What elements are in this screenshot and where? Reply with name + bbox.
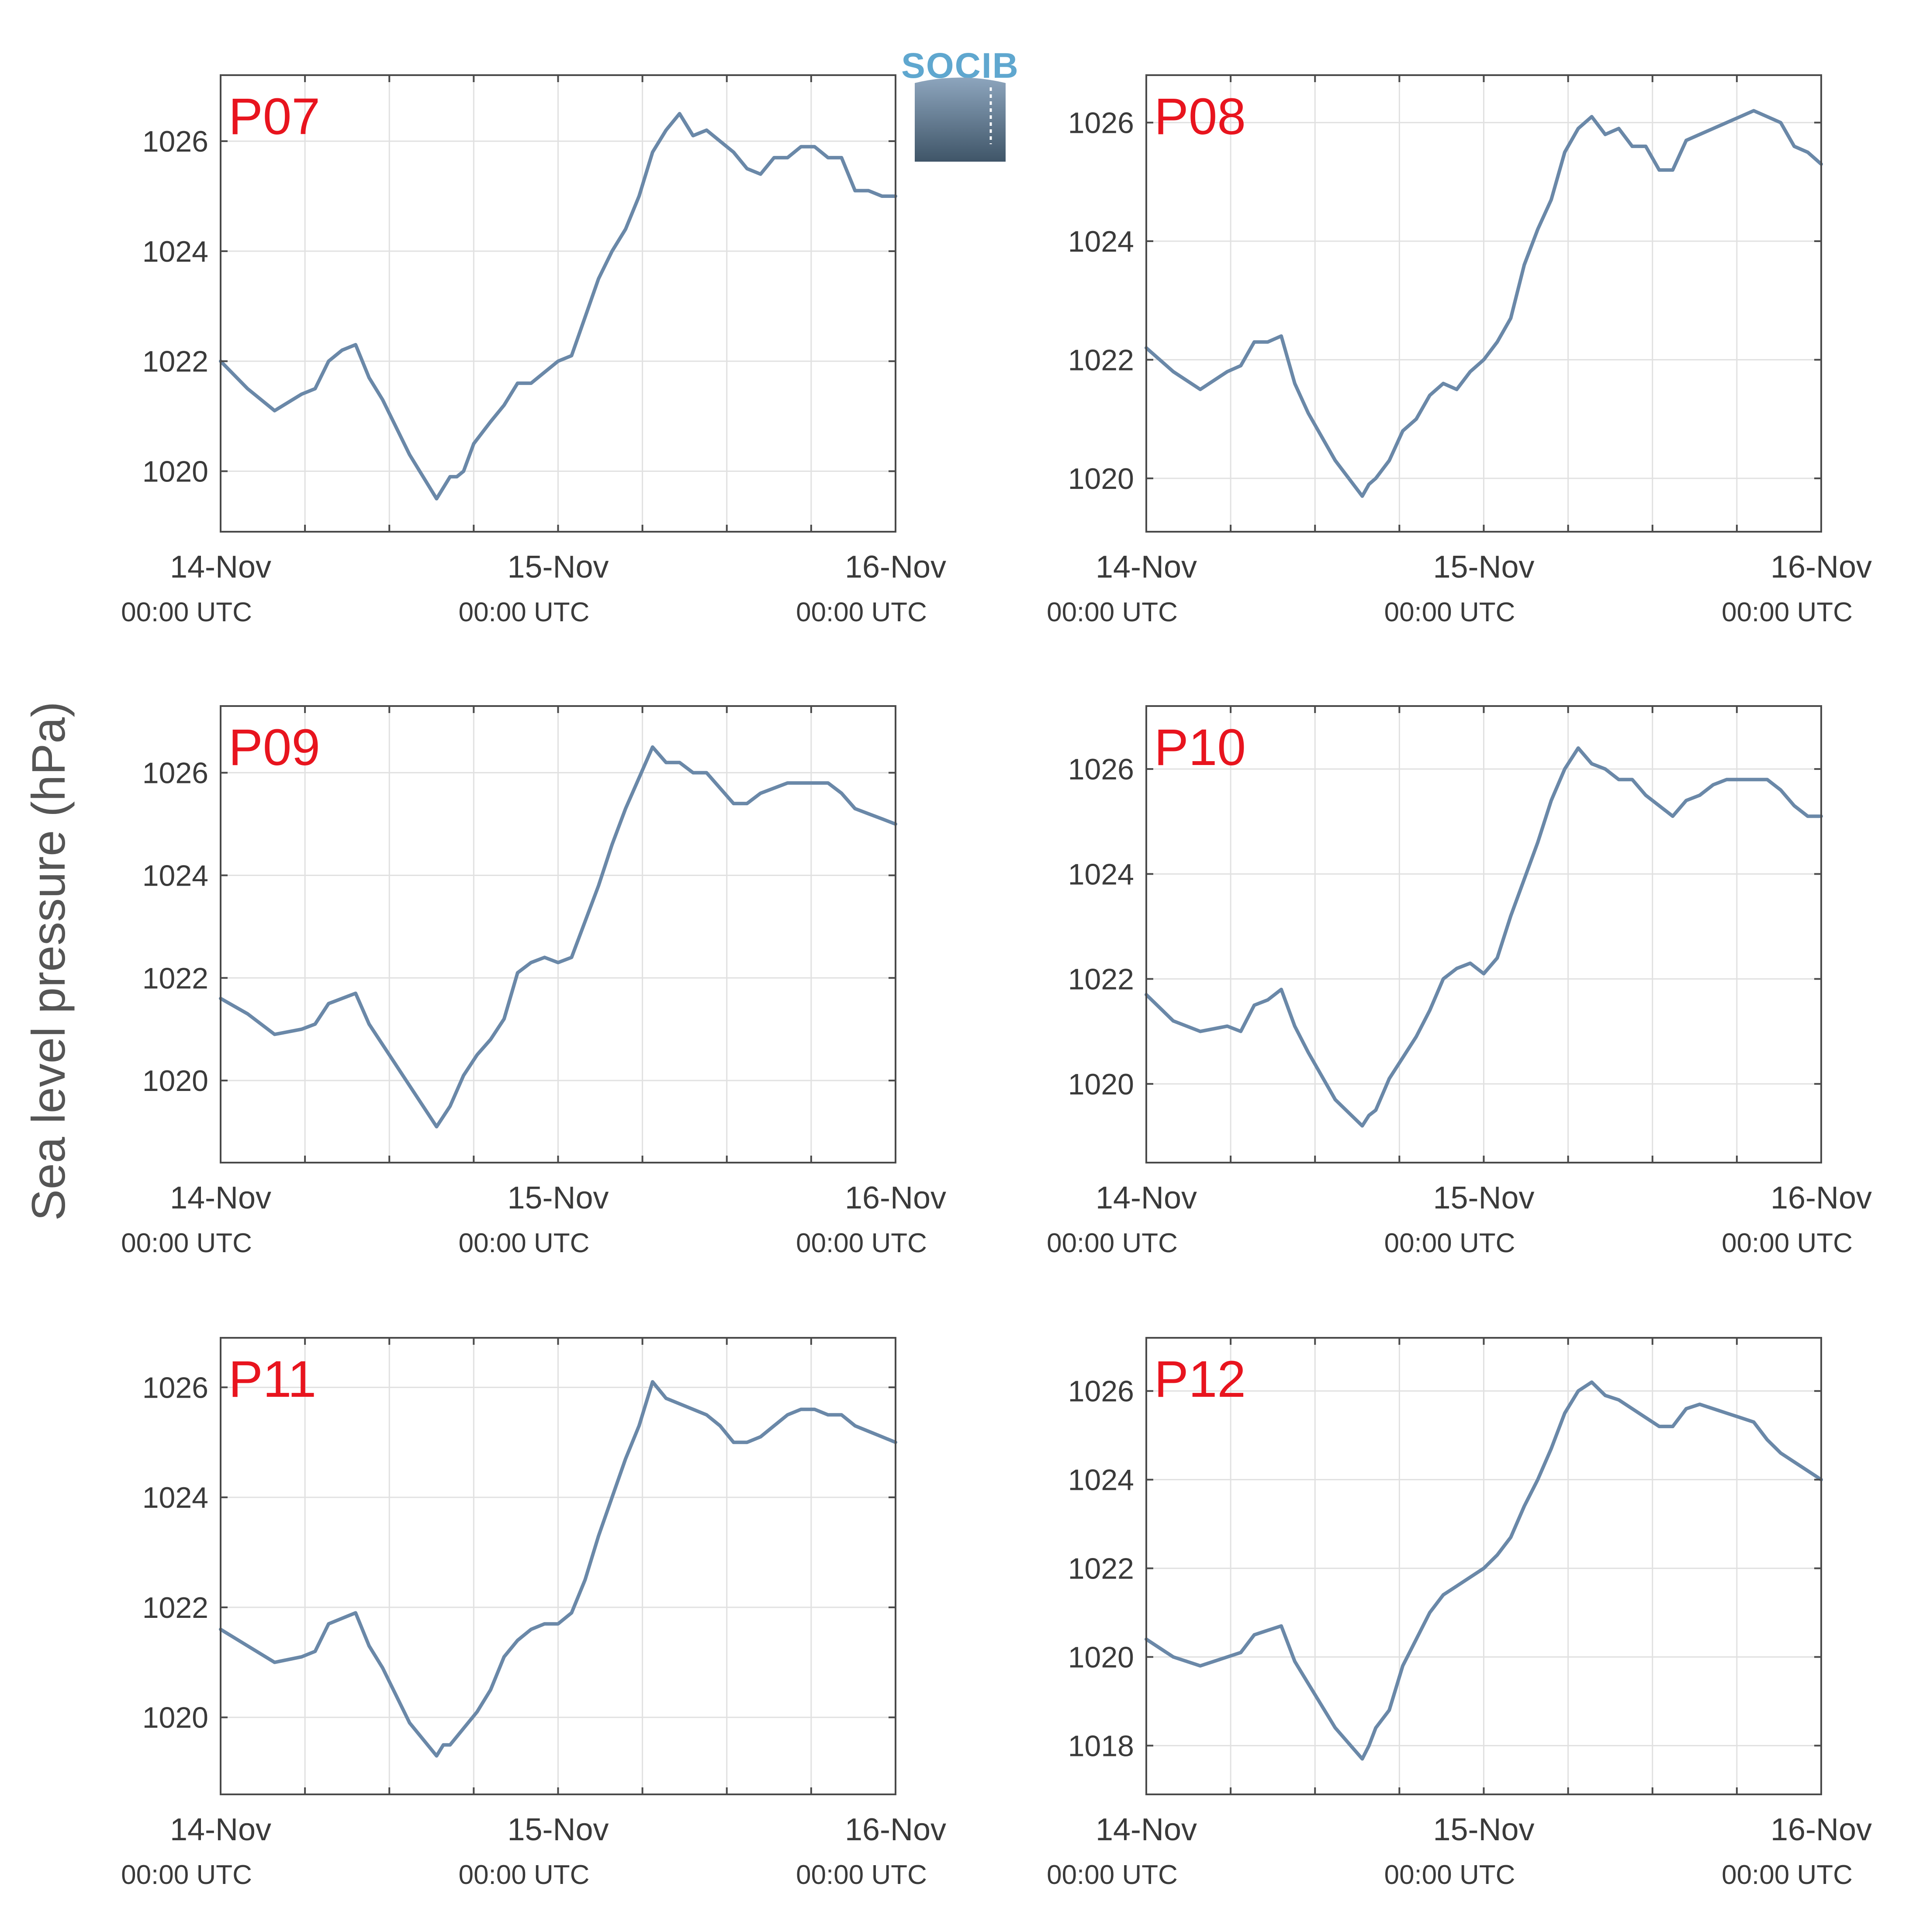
socib-logo: SOCIB — [901, 46, 1018, 162]
x-tick-sublabel: 00:00 UTC — [1047, 1860, 1178, 1890]
shared-y-axis-label: Sea level pressure (hPa) — [22, 702, 75, 1221]
pressure-series-line — [219, 112, 897, 501]
y-tick-label: 1026 — [142, 125, 208, 158]
station-label: P12 — [1154, 1350, 1246, 1408]
x-tick-sublabel: 00:00 UTC — [1384, 1228, 1515, 1258]
x-tick-label: 16-Nov — [1771, 1812, 1872, 1847]
x-tick-sublabel: 00:00 UTC — [459, 1228, 590, 1258]
pressure-series-line — [1145, 746, 1823, 1128]
y-tick-label: 1024 — [142, 859, 208, 892]
y-tick-label: 1026 — [142, 1371, 208, 1404]
panel-p08: 1020 1022 1024 1026 14-Nov 00:00 UTC 15-Nov 00:… — [1047, 74, 1872, 627]
y-tick-label: 1018 — [1068, 1729, 1134, 1762]
y-tick-label: 1026 — [1068, 753, 1134, 786]
station-label: P09 — [228, 719, 320, 776]
x-tick-label: 16-Nov — [845, 1812, 946, 1847]
x-tick-sublabel: 00:00 UTC — [1047, 597, 1178, 627]
station-label: P08 — [1154, 88, 1246, 145]
panel-p07: 1020 1022 1024 1026 14-Nov 00:00 UTC 15-Nov 00:… — [121, 74, 946, 627]
x-tick-sublabel: 00:00 UTC — [459, 597, 590, 627]
panels-group: 1020 1022 1024 1026 14-Nov 00:00 UTC 15-Nov 00:… — [121, 74, 1872, 1890]
x-tick-label: 14-Nov — [1096, 550, 1197, 585]
y-tick-label: 1022 — [1068, 963, 1134, 996]
y-tick-label: 1024 — [1068, 1464, 1134, 1497]
x-tick-sublabel: 00:00 UTC — [796, 1228, 927, 1258]
x-tick-label: 16-Nov — [845, 1181, 946, 1215]
x-tick-sublabel: 00:00 UTC — [1047, 1228, 1178, 1258]
pressure-series-line — [219, 745, 897, 1129]
y-tick-label: 1020 — [1068, 1068, 1134, 1101]
y-tick-label: 1022 — [142, 345, 208, 378]
y-tick-label: 1026 — [1068, 107, 1134, 140]
x-tick-label: 15-Nov — [1433, 550, 1534, 585]
x-tick-sublabel: 00:00 UTC — [1384, 1860, 1515, 1890]
x-tick-label: 16-Nov — [1771, 1181, 1872, 1215]
x-tick-sublabel: 00:00 UTC — [1384, 597, 1515, 627]
y-tick-label: 1024 — [1068, 858, 1134, 891]
panel-p10: 1020 1022 1024 1026 14-Nov 00:00 UTC 15-Nov 00:… — [1047, 705, 1872, 1258]
x-tick-sublabel: 00:00 UTC — [121, 597, 252, 627]
x-tick-label: 14-Nov — [170, 1812, 271, 1847]
y-tick-label: 1024 — [142, 235, 208, 268]
panel-p11: 1020 1022 1024 1026 14-Nov 00:00 UTC 15-Nov 00:… — [121, 1337, 946, 1890]
y-tick-label: 1020 — [1068, 462, 1134, 495]
y-tick-label: 1026 — [1068, 1375, 1134, 1408]
x-tick-sublabel: 00:00 UTC — [1722, 1228, 1853, 1258]
y-tick-label: 1020 — [1068, 1641, 1134, 1674]
x-tick-label: 14-Nov — [170, 550, 271, 585]
x-tick-label: 14-Nov — [170, 1181, 271, 1215]
x-tick-sublabel: 00:00 UTC — [121, 1228, 252, 1258]
socib-logo-wave — [915, 77, 1006, 162]
pressure-series-line — [1145, 1380, 1823, 1761]
x-tick-label: 15-Nov — [507, 550, 609, 585]
panel-p12: 1018 1020 1022 1024 1026 14-Nov 00:00 UTC 15-No… — [1047, 1337, 1872, 1890]
y-tick-label: 1020 — [142, 1064, 208, 1098]
x-tick-sublabel: 00:00 UTC — [796, 597, 927, 627]
y-tick-label: 1022 — [142, 962, 208, 995]
x-tick-sublabel: 00:00 UTC — [1722, 1860, 1853, 1890]
x-tick-sublabel: 00:00 UTC — [1722, 597, 1853, 627]
x-tick-label: 16-Nov — [1771, 550, 1872, 585]
x-tick-sublabel: 00:00 UTC — [796, 1860, 927, 1890]
y-tick-label: 1022 — [1068, 343, 1134, 377]
x-tick-sublabel: 00:00 UTC — [121, 1860, 252, 1890]
x-tick-label: 15-Nov — [1433, 1812, 1534, 1847]
pressure-series-line — [219, 1380, 897, 1758]
y-tick-label: 1022 — [1068, 1552, 1134, 1586]
x-tick-label: 15-Nov — [507, 1181, 609, 1215]
x-tick-label: 14-Nov — [1096, 1181, 1197, 1215]
y-tick-label: 1024 — [142, 1481, 208, 1514]
y-tick-label: 1020 — [142, 455, 208, 488]
pressure-series-line — [1145, 109, 1823, 498]
y-tick-label: 1026 — [142, 757, 208, 790]
station-label: P10 — [1154, 719, 1246, 776]
x-tick-label: 15-Nov — [507, 1812, 609, 1847]
y-tick-label: 1020 — [142, 1701, 208, 1735]
x-tick-label: 14-Nov — [1096, 1812, 1197, 1847]
x-tick-sublabel: 00:00 UTC — [459, 1860, 590, 1890]
station-label: P07 — [228, 88, 320, 145]
y-tick-label: 1022 — [142, 1591, 208, 1624]
x-tick-label: 15-Nov — [1433, 1181, 1534, 1215]
station-label: P11 — [228, 1350, 316, 1408]
y-tick-label: 1024 — [1068, 225, 1134, 258]
panel-p09: 1020 1022 1024 1026 14-Nov 00:00 UTC 15-Nov 00:… — [121, 705, 946, 1258]
x-tick-label: 16-Nov — [845, 550, 946, 585]
